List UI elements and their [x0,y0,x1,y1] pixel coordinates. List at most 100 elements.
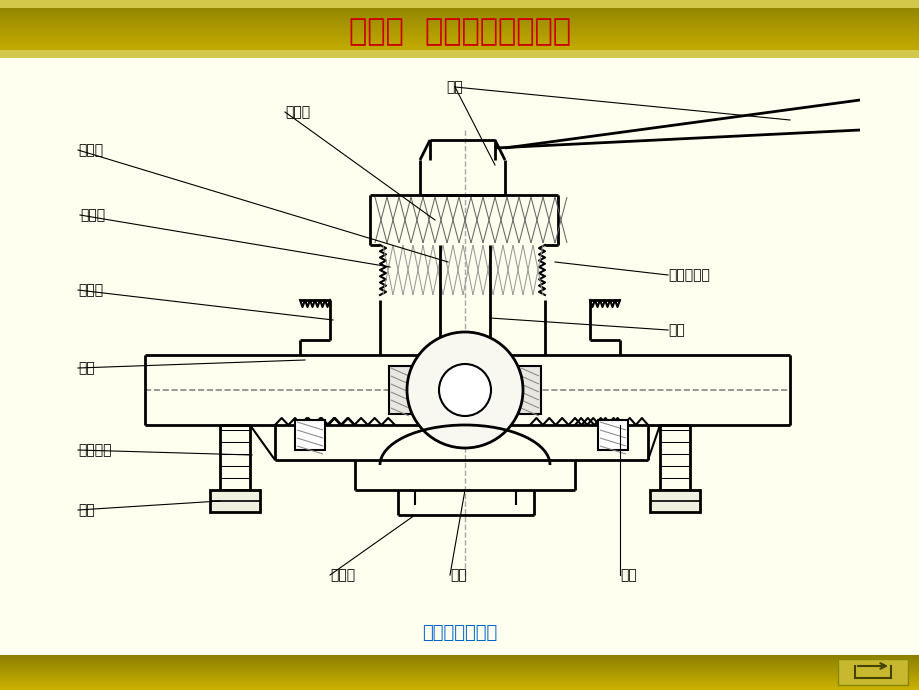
Bar [0,28,919,29]
Bar [0,671,919,672]
Bar [0,665,919,666]
Bar [0,29,919,30]
Bar [0,3,919,4]
Bar [0,37,919,38]
Bar [837,659,907,685]
Text: 扳手: 扳手 [446,80,463,94]
Bar [0,681,919,682]
Bar [0,687,919,688]
Bar [0,50,919,58]
Bar [0,5,919,6]
Bar [389,366,411,414]
Bar [0,666,919,667]
Bar [0,668,919,669]
Text: 填料压紧套: 填料压紧套 [667,268,709,282]
Bar [0,46,919,47]
Circle shape [406,332,522,448]
Bar [0,12,919,13]
Bar [0,16,919,17]
Bar [0,657,919,658]
Bar [0,6,919,7]
Bar [0,678,919,679]
Bar [0,41,919,42]
Text: 阀体: 阀体 [619,568,636,582]
Text: 密封圈: 密封圈 [78,283,103,297]
Bar [0,684,919,685]
Text: 球阀装配示意图: 球阀装配示意图 [422,624,497,642]
Bar [0,685,919,686]
Bar [0,50,919,51]
Bar [0,664,919,665]
Bar [0,40,919,41]
Bar [0,7,919,8]
Bar [0,667,919,668]
Bar [0,25,919,26]
Bar [0,45,919,46]
Bar [0,662,919,663]
Text: 双头螺柱: 双头螺柱 [78,443,111,457]
Bar [0,30,919,31]
Bar [0,39,919,40]
Bar [0,8,919,9]
Bar [0,4,919,5]
Bar [0,14,919,15]
Bar [0,53,919,54]
Bar [0,670,919,671]
Bar [0,682,919,683]
Bar [0,43,919,44]
Bar [0,660,919,661]
Bar [0,656,919,657]
Bar [295,420,324,450]
Text: 调整垫: 调整垫 [330,568,355,582]
Bar [0,672,919,673]
Bar [0,673,919,674]
Text: 阀盖: 阀盖 [78,361,95,375]
Bar [0,663,919,664]
Bar [0,688,919,689]
Bar [0,18,919,19]
Bar [597,420,628,450]
Bar [0,36,919,37]
Bar [0,679,919,680]
Bar [0,55,919,56]
Bar [0,48,919,49]
Bar [0,34,919,35]
Bar [0,49,919,50]
Text: 阀芯: 阀芯 [449,568,466,582]
Text: 中填料: 中填料 [78,143,103,157]
Bar [0,15,919,16]
Circle shape [438,364,491,416]
Bar [0,661,919,662]
Text: 阀杆: 阀杆 [667,323,684,337]
Bar [0,26,919,27]
Bar [0,52,919,53]
Bar [0,13,919,14]
Bar [0,683,919,684]
Bar [0,676,919,677]
Bar [0,1,919,2]
Bar [0,9,919,10]
Bar [0,655,919,656]
Bar [650,490,699,512]
Bar [0,42,919,43]
Bar [0,686,919,687]
Bar [0,33,919,34]
Text: 填料垫: 填料垫 [80,208,105,222]
Bar [0,51,919,52]
Bar [0,2,919,3]
Text: 螺母: 螺母 [78,503,95,517]
Bar [0,0,919,8]
Text: 第六节  由零件图画装配图: 第六节 由零件图画装配图 [348,17,571,46]
Bar [0,22,919,23]
Bar [210,490,260,512]
Bar [0,56,919,57]
Bar [0,47,919,48]
Bar [0,23,919,24]
Bar [0,659,919,660]
Text: 上填料: 上填料 [285,105,310,119]
Bar [0,11,919,12]
Bar [0,44,919,45]
Bar [0,27,919,28]
Bar [0,689,919,690]
Bar [0,24,919,25]
